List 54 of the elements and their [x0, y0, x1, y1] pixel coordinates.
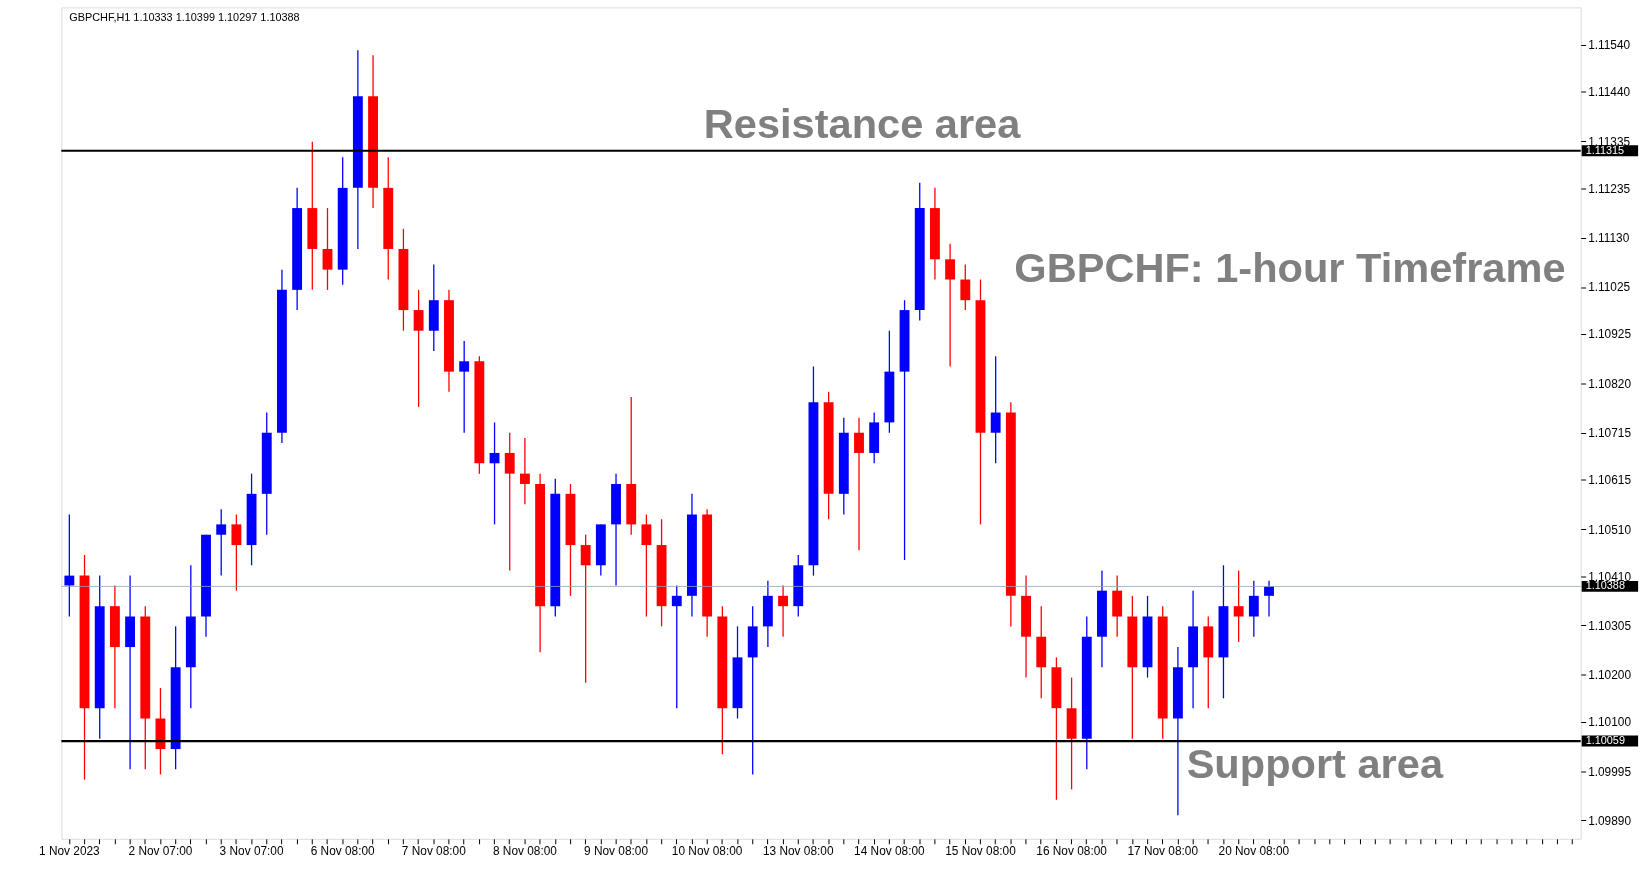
candlestick	[413, 289, 424, 408]
candlestick	[990, 355, 1001, 464]
x-tick-label: 15 Nov 08:00	[945, 844, 1017, 859]
x-tick-label: 17 Nov 08:00	[1127, 844, 1199, 859]
candlestick	[1248, 580, 1259, 638]
candlestick	[216, 508, 227, 577]
ref-line-label: 1.10388	[1585, 579, 1625, 592]
candlestick	[504, 432, 515, 572]
candlestick	[580, 534, 591, 684]
candlestick	[1233, 569, 1244, 643]
annotation: GBPCHF: 1-hour Timeframe	[1014, 244, 1566, 292]
candlestick	[778, 584, 789, 638]
x-tick-label: 3 Nov 07:00	[219, 844, 284, 859]
candlestick	[322, 207, 333, 291]
x-tick-label: 13 Nov 08:00	[762, 844, 834, 859]
y-tick-label: 1.11130	[1588, 231, 1630, 246]
y-tick-label: 1.11440	[1588, 85, 1631, 100]
x-tick-label: 10 Nov 08:00	[671, 844, 743, 859]
x-tick-label: 2 Nov 07:00	[128, 844, 193, 859]
x-tick-label: 7 Nov 08:00	[401, 844, 467, 859]
x-tick-label: 16 Nov 08:00	[1036, 844, 1108, 859]
x-tick-label: 14 Nov 08:00	[854, 844, 926, 859]
chart-title: GBPCHF,H1 1.10333 1.10399 1.10297 1.10388	[69, 11, 300, 24]
ref-line-label: 1.10059	[1585, 734, 1625, 747]
candlestick	[945, 243, 956, 368]
annotation: Resistance area	[703, 99, 1022, 147]
y-tick-label: 1.10925	[1588, 327, 1632, 342]
candlestick	[854, 417, 864, 551]
x-tick-label: 1 Nov 2023	[39, 844, 101, 859]
candlestick	[960, 263, 971, 311]
candlestick	[519, 437, 530, 505]
y-tick-label: 1.11235	[1588, 181, 1631, 196]
candlestick	[231, 513, 242, 592]
y-tick-label: 1.11540	[1588, 38, 1631, 53]
y-tick-label: 1.09995	[1588, 764, 1632, 779]
y-tick-label: 1.11025	[1588, 280, 1631, 295]
x-tick-label: 20 Nov 08:00	[1218, 844, 1290, 859]
candlestick	[641, 513, 652, 618]
x-tick-label: 6 Nov 08:00	[310, 844, 376, 859]
y-tick-label: 1.10305	[1588, 618, 1632, 633]
y-tick-label: 1.10200	[1588, 668, 1632, 683]
y-tick-label: 1.10510	[1588, 522, 1632, 537]
annotation: Support area	[1186, 739, 1444, 787]
y-tick-label: 1.10820	[1588, 376, 1632, 391]
x-tick-label: 9 Nov 08:00	[584, 844, 649, 859]
candlestick	[671, 584, 682, 709]
candlestick	[459, 340, 470, 434]
y-tick-label: 1.10715	[1588, 426, 1632, 441]
candlestick	[64, 513, 75, 618]
y-tick-label: 1.09890	[1588, 813, 1632, 828]
y-tick-label: 1.10615	[1588, 473, 1632, 488]
y-tick-label: 1.10100	[1588, 715, 1632, 730]
x-tick-label: 8 Nov 08:00	[492, 844, 558, 859]
candlestick	[1264, 580, 1274, 618]
